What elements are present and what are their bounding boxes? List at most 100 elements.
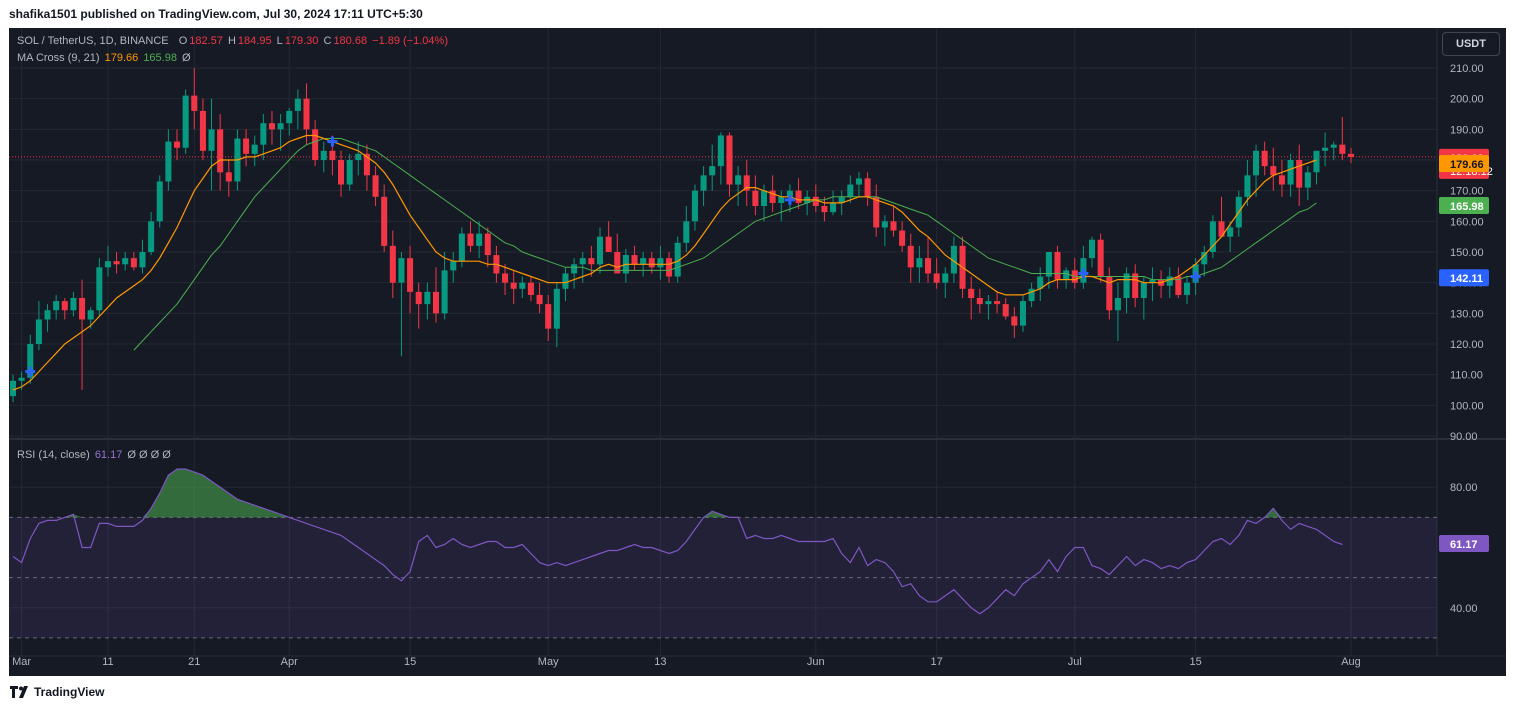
candle (320, 141, 327, 173)
candle (1235, 190, 1242, 237)
candle (562, 267, 569, 302)
candle-body (1209, 221, 1216, 252)
ma-fast-line (12, 134, 1317, 391)
candle (182, 89, 189, 154)
chart-frame[interactable]: 210.00200.00190.00180.00170.00160.00150.… (9, 28, 1506, 676)
ma-cross-marker (25, 366, 36, 377)
candle-body (303, 98, 310, 130)
candle-body (1347, 153, 1355, 157)
candle-body (1330, 144, 1337, 148)
candle-body (683, 221, 690, 243)
candle-body (312, 129, 319, 160)
candle (588, 245, 595, 277)
candle-body (294, 98, 301, 111)
candle (346, 153, 353, 191)
candle (812, 184, 819, 213)
candle-body (571, 264, 578, 274)
candle-body (510, 282, 517, 289)
candle-body (199, 110, 206, 151)
candle (243, 129, 250, 167)
candle (795, 178, 802, 210)
candle-body (1097, 239, 1104, 277)
candle-body (1183, 282, 1191, 295)
candle (700, 166, 707, 206)
candle-body (407, 258, 414, 292)
ma-cross-name: MA Cross (9, 21) (17, 52, 100, 64)
candle-body (1253, 150, 1260, 176)
rsi-legend[interactable]: RSI (14, close) 61.17 Ø Ø Ø Ø (17, 449, 173, 461)
candle (1011, 307, 1018, 338)
candle (484, 227, 491, 268)
rsi-overbought-fill (142, 469, 290, 518)
candle (1132, 264, 1139, 308)
candle-body (122, 258, 129, 265)
chart-canvas[interactable]: 210.00200.00190.00180.00170.00160.00150.… (9, 28, 1506, 676)
candle-body (968, 288, 975, 298)
candle (450, 252, 457, 283)
currency-button[interactable]: USDT (1442, 32, 1500, 56)
ma-cross-legend[interactable]: MA Cross (9, 21) 179.66 165.98 Ø (17, 52, 193, 64)
candle (821, 196, 828, 222)
candle-body (873, 196, 880, 228)
time-tick-label: 13 (654, 656, 666, 668)
brand[interactable]: TradingView (10, 685, 104, 699)
rsi-tick-label: 80.00 (1450, 482, 1478, 494)
candle (1339, 117, 1346, 160)
price-tick-label: 120.00 (1450, 339, 1484, 351)
candle (432, 267, 440, 323)
candle-body (786, 190, 793, 197)
rsi-line-group (12, 468, 1343, 615)
rsi-badge-bg (1439, 534, 1489, 552)
candle-body (976, 298, 983, 305)
candle (415, 282, 422, 329)
candle-body (907, 245, 914, 268)
candle (1123, 267, 1130, 314)
candle (398, 252, 405, 357)
candle (268, 110, 275, 145)
fast-ma-badge-bg (1439, 155, 1489, 173)
time-tick-label: 15 (404, 656, 416, 668)
candle-body (640, 258, 647, 265)
candle-body (1166, 276, 1173, 286)
candle (1296, 144, 1303, 206)
candle (1054, 245, 1061, 289)
candle-body (1261, 150, 1268, 167)
time-tick-label: 17 (931, 656, 943, 668)
candle-body (225, 172, 232, 182)
candle-body (1218, 221, 1225, 237)
candle (1253, 144, 1260, 197)
ma-cross-marker (1078, 268, 1089, 279)
price-tick-label: 160.00 (1450, 216, 1484, 228)
candle (1019, 294, 1026, 332)
candle (441, 252, 448, 320)
ma-cross-marker (327, 136, 338, 147)
ma-cross-markers (25, 136, 1201, 377)
candle-body (778, 196, 785, 203)
slow-ma-badge: 165.98 (1439, 196, 1489, 214)
candle (1304, 166, 1311, 200)
candle (847, 175, 854, 203)
rsi-badge-label: 61.17 (1450, 539, 1478, 551)
candle (35, 301, 42, 351)
change-value: −1.89 (−1.04%) (372, 35, 448, 47)
candle-body (104, 261, 111, 268)
high-value: 184.95 (237, 35, 272, 47)
symbol-legend[interactable]: SOL / TetherUS, 1D, BINANCE O 182.57 H 184… (17, 35, 450, 47)
candle (199, 98, 206, 160)
candle (191, 68, 198, 130)
candle-body (182, 95, 189, 148)
fast-ma-badge-label: 179.66 (1450, 159, 1484, 171)
candle-body (1011, 316, 1018, 326)
candle-body (726, 135, 733, 185)
candle (709, 144, 716, 191)
candle-body (191, 95, 198, 111)
candle-body (9, 380, 17, 397)
candle (1347, 147, 1355, 164)
open-value: 182.57 (189, 35, 223, 47)
candle (44, 304, 51, 332)
candle-body (985, 301, 992, 305)
candle-body (950, 245, 957, 274)
candle (1002, 298, 1009, 320)
candle (1140, 276, 1147, 320)
candle (691, 184, 698, 231)
